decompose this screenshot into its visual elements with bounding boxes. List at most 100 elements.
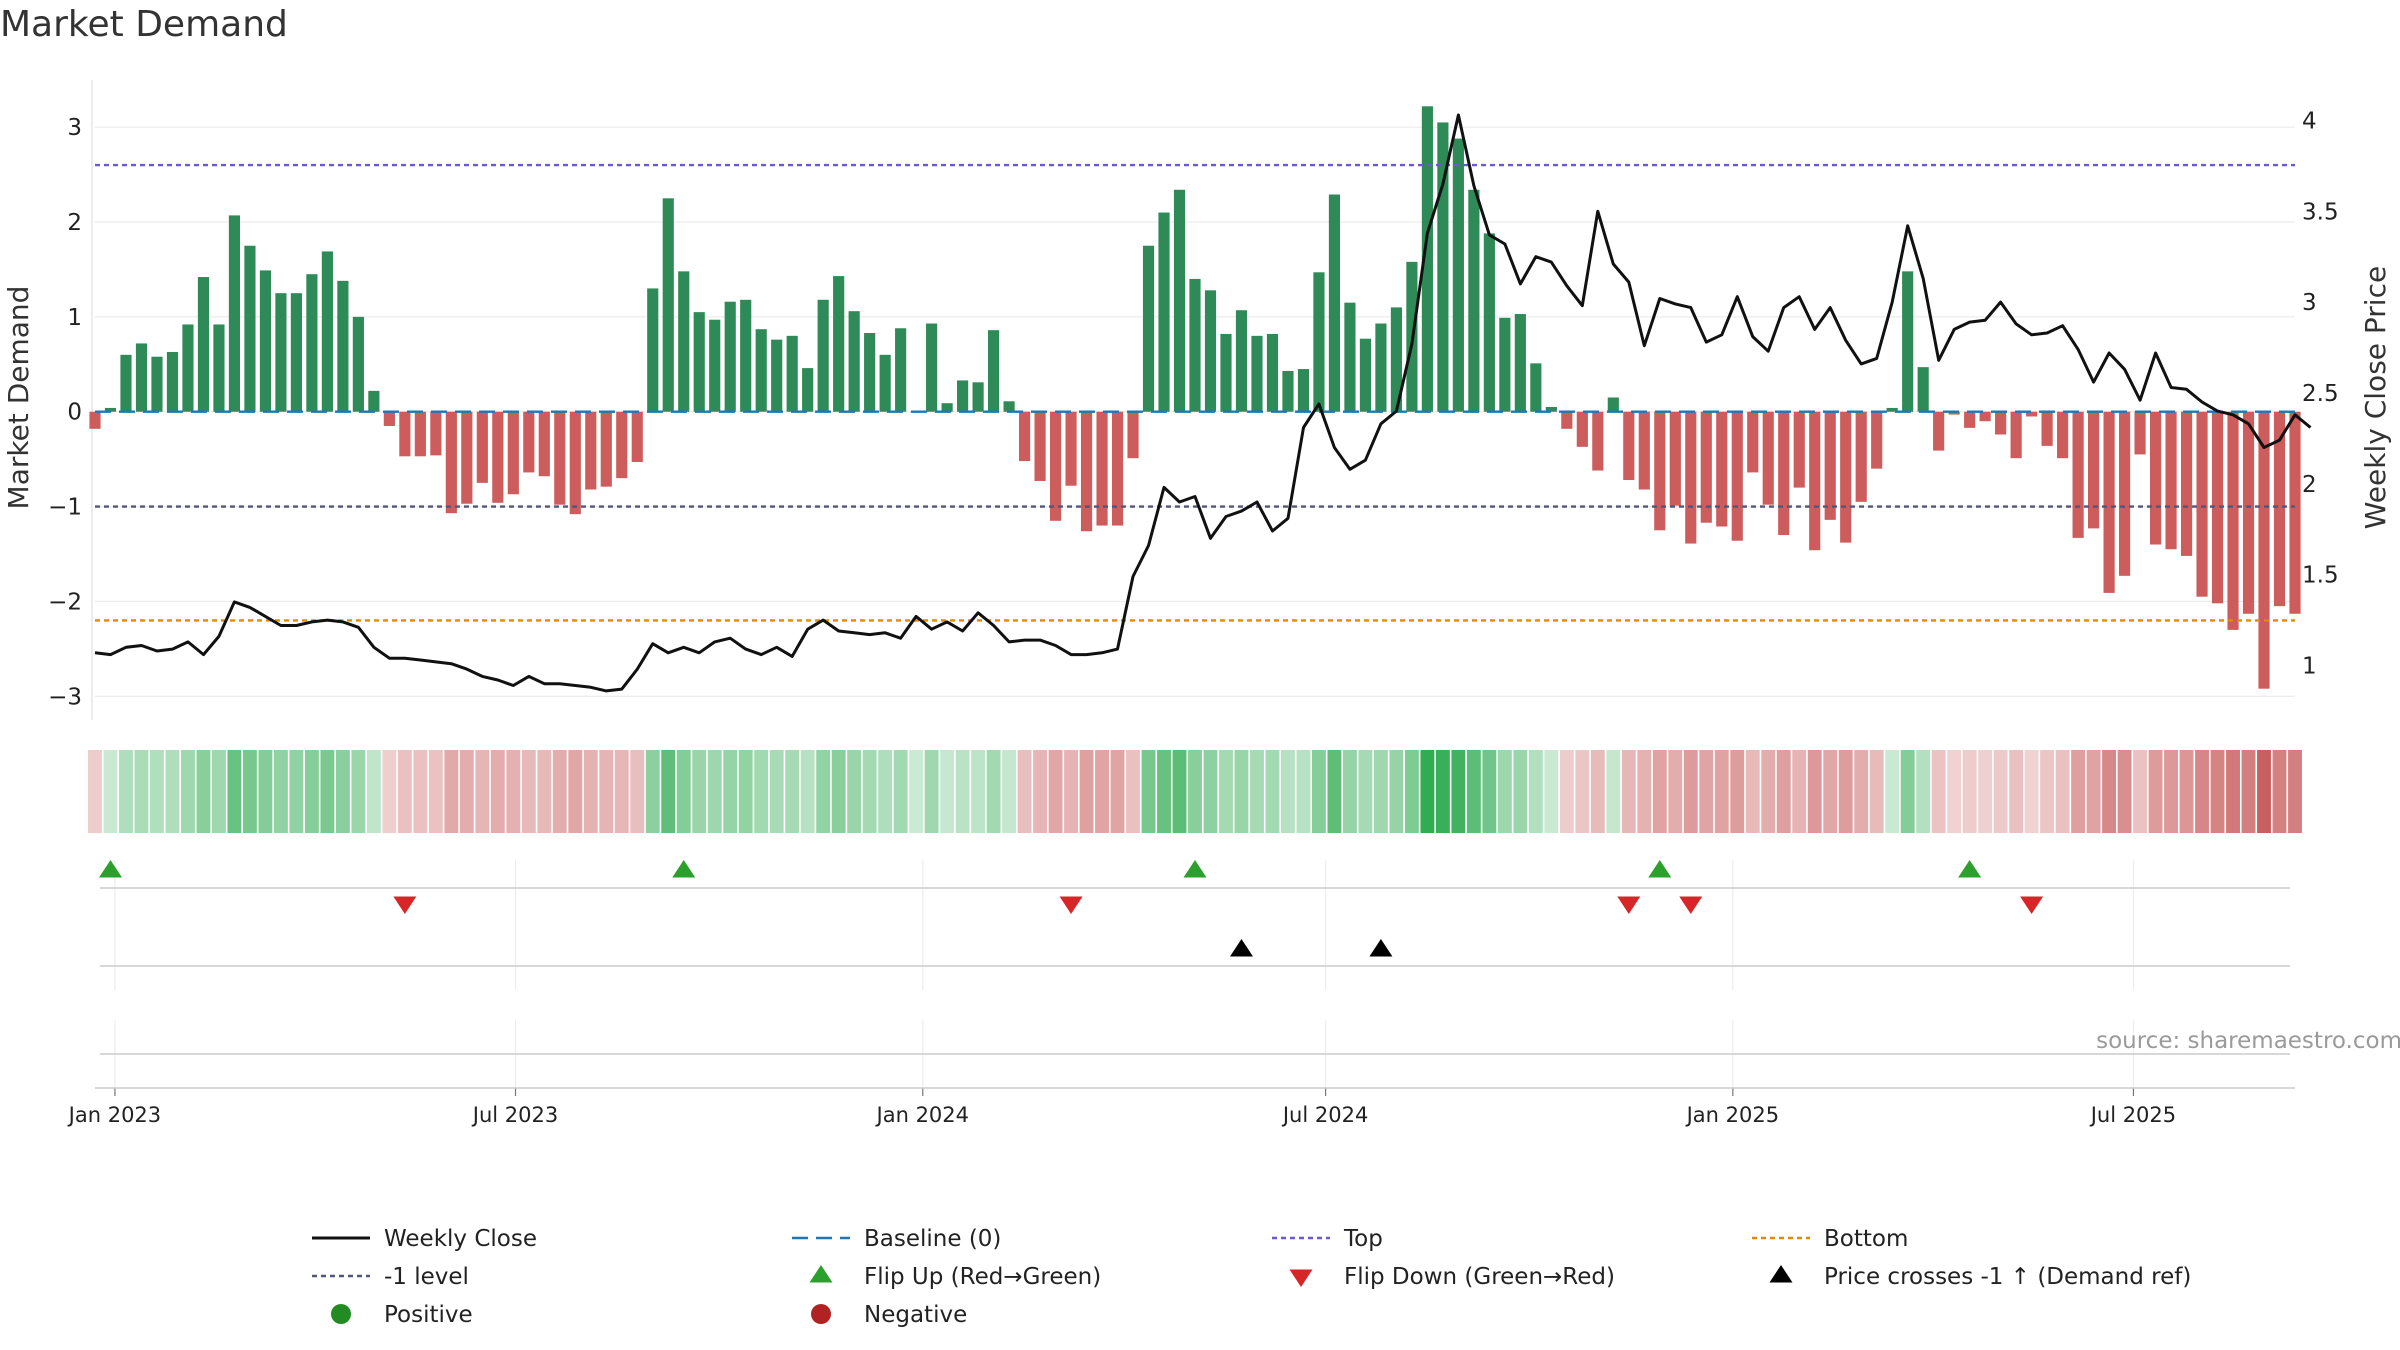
bar-positive [1359,338,1371,412]
flip-down-marker [1679,896,1703,914]
bar-negative [1716,411,1728,527]
strip-cell-negative [1776,750,1791,833]
bar-positive [1607,397,1619,412]
bar-positive [1483,233,1495,412]
bar-positive [1173,189,1186,412]
strip-cell-positive [1265,750,1280,833]
y-tick-label: −1 [48,495,82,521]
bar-positive [1235,310,1248,412]
source-label: source: sharemaestro.com [2096,1028,2400,1054]
bar-negative [414,411,426,457]
strip-cell-positive [304,750,319,833]
strip-cell-negative [2024,750,2039,833]
strip-cell-negative [1854,750,1869,833]
bar-positive [1266,333,1279,412]
bar-positive [290,293,302,412]
strip-cell-positive [1203,750,1218,833]
legend-negative-swatch [811,1304,831,1324]
y2-tick-label: 2 [2302,472,2317,498]
bar-negative [554,411,566,505]
bar-negative [1840,411,1852,543]
bar-negative [1019,411,1031,462]
x-tick-label: Jul 2023 [471,1103,558,1127]
bar-negative [1793,411,1805,488]
strip-cell-negative [1033,750,1048,833]
bar-positive [755,329,767,412]
strip-cell-positive [1482,750,1497,833]
bar-positive [926,323,938,412]
bar-negative [585,411,597,490]
bar-positive [1204,290,1217,412]
bar-positive [1902,271,1914,412]
bar-positive [166,351,179,412]
strip-cell-negative [490,750,505,833]
strip-cell-positive [335,750,350,833]
strip-cell-positive [103,750,118,833]
strip-cell-negative [2071,750,2086,833]
bar-positive [1003,401,1015,412]
bar-positive [895,328,907,412]
bar-positive [1545,406,1557,412]
strip-cell-negative [2102,750,2117,833]
bar-negative [1127,411,1139,459]
y2-tick-label: 1.5 [2302,563,2339,589]
strip-cell-positive [738,750,753,833]
legend-flip-down-swatch [1289,1269,1313,1287]
strip-cell-negative [382,750,397,833]
bar-negative [1080,411,1093,532]
bar-negative [1623,411,1635,481]
bar-positive [1499,317,1511,412]
strip-cell-positive [1373,750,1388,833]
strip-cell-negative [2195,750,2209,833]
bar-negative [2134,411,2146,455]
bar-negative [1576,411,1588,447]
strip-cell-positive [1544,750,1559,833]
strip-cell-negative [1559,750,1574,833]
bar-negative [1669,411,1681,506]
bar-negative [2010,411,2022,459]
bar-negative [1034,411,1046,481]
bar-negative [2119,411,2131,576]
bar-negative [1731,411,1743,541]
strip-cell-negative [1668,750,1683,833]
strip-cell-positive [1219,750,1233,833]
legend-flip-down-label: Flip Down (Green→Red) [1344,1264,1615,1290]
strip-cell-negative [2133,750,2148,833]
bar-positive [879,354,891,412]
flip-down-marker [393,896,417,914]
strip-cell-negative [1792,750,1807,833]
bar-positive [1220,333,1232,412]
strip-cell-negative [1575,750,1590,833]
strip-cell-positive [955,750,970,833]
strip-cell-positive [1404,750,1419,833]
bar-positive [1421,106,1433,412]
legend-positive-swatch [331,1304,351,1324]
strip-cell-positive [924,750,939,833]
strip-cell-positive [940,750,955,833]
strip-cell-negative [2241,750,2256,833]
bar-positive [957,380,969,412]
strip-cell-positive [878,750,893,833]
strip-cell-negative [1978,750,1993,833]
legend-flip-up-label: Flip Up (Red→Green) [864,1264,1101,1290]
strip-cell-positive [1528,750,1543,833]
strip-cell-negative [1869,750,1884,833]
y-tick-label: 0 [67,400,82,426]
bar-negative [1592,411,1604,471]
strip-cell-negative [599,750,614,833]
bar-positive [1297,369,1310,412]
strip-cell-negative [459,750,474,833]
bar-negative [2057,411,2069,459]
strip-cell-positive [211,750,226,833]
strip-cell-positive [150,750,164,833]
bar-positive [817,299,829,412]
bar-negative [1561,411,1573,429]
strip-cell-positive [1157,750,1171,833]
bar-negative [2041,411,2053,446]
strip-cell-negative [1714,750,1729,833]
bar-negative [492,411,504,503]
bar-positive [1375,323,1387,412]
strip-cell-positive [1327,750,1342,833]
bar-positive [1344,302,1356,412]
strip-cell-positive [816,750,831,833]
